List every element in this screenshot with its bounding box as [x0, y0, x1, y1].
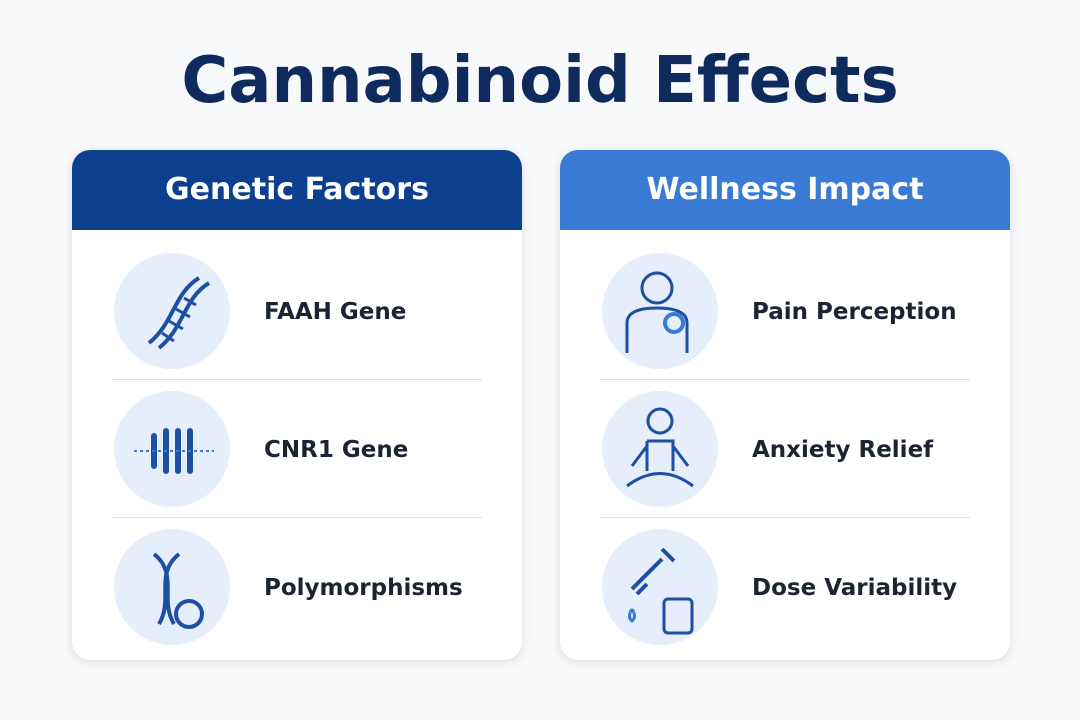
separator	[112, 517, 482, 518]
item-label: Pain Perception	[752, 299, 957, 325]
icon	[602, 253, 718, 369]
separator	[600, 517, 970, 518]
list-item: Polymorphisms	[112, 519, 482, 657]
icon-graphic	[147, 276, 211, 350]
list-item: Anxiety Relief	[600, 381, 970, 519]
icon-graphic	[628, 547, 694, 635]
panel: Wellness Impact Pain Perception Anxiety Re…	[560, 150, 1010, 660]
item-label: FAAH Gene	[264, 299, 407, 325]
icon-graphic	[152, 552, 204, 629]
icon	[114, 529, 230, 645]
icon	[114, 253, 230, 369]
separator	[600, 379, 970, 380]
panel-header: Genetic Factors	[72, 150, 522, 230]
list-item: FAAH Gene	[112, 243, 482, 381]
panel-header: Wellness Impact	[560, 150, 1010, 230]
list-item: CNR1 Gene	[112, 381, 482, 519]
separator	[112, 379, 482, 380]
icon	[602, 391, 718, 507]
icon-graphic	[626, 407, 694, 488]
icon-graphic	[625, 271, 689, 353]
icon-graphic	[134, 428, 214, 474]
item-label: Dose Variability	[752, 575, 958, 601]
icon	[114, 391, 230, 507]
item-label: Polymorphisms	[264, 575, 463, 601]
item-label: Anxiety Relief	[752, 437, 934, 463]
list-item: Dose Variability	[600, 519, 970, 657]
icon	[602, 529, 718, 645]
list-item: Pain Perception	[600, 243, 970, 381]
panel: Genetic Factors FAAH Gene CNR1 Gene Polymor…	[72, 150, 522, 660]
page-title: Cannabinoid Effects	[181, 44, 899, 118]
item-label: CNR1 Gene	[264, 437, 409, 463]
